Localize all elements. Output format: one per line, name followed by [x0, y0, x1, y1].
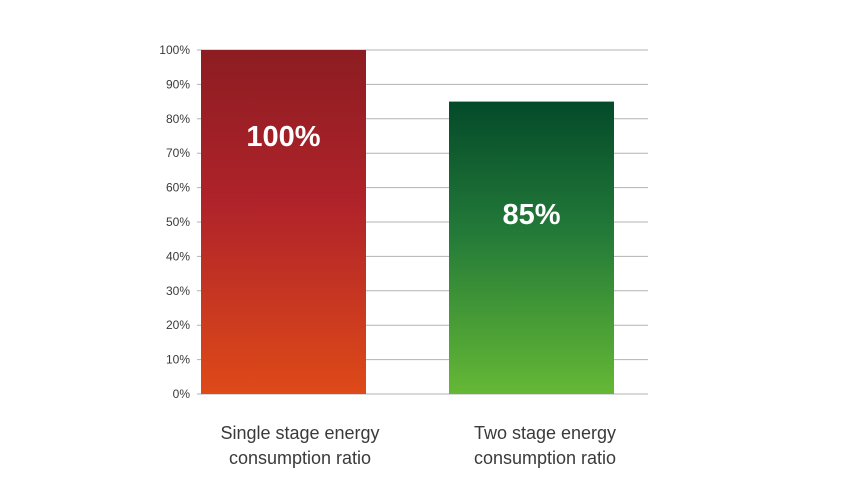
data-labels: 100% 85% — [246, 121, 560, 231]
category-label-2-line-1: Two stage energy — [474, 423, 616, 443]
category-labels: Single stage energy consumption ratio Two … — [220, 423, 616, 468]
y-tick-label: 20% — [166, 318, 190, 332]
y-tick-label: 60% — [166, 181, 190, 195]
y-tick-label: 80% — [166, 112, 190, 126]
y-axis-ticks: 0% 10% 20% 30% 40% 50% 60% 70% 80% 90% 100% — [159, 43, 190, 401]
category-label-1-line-2: consumption ratio — [229, 448, 371, 468]
bar-1 — [201, 50, 366, 394]
data-label-2: 85% — [502, 199, 560, 231]
y-tick-label: 70% — [166, 146, 190, 160]
y-tick-label: 90% — [166, 77, 190, 91]
y-tick-label: 50% — [166, 215, 190, 229]
bar-2 — [449, 101, 614, 394]
data-label-1: 100% — [246, 121, 320, 153]
y-tick-label: 100% — [159, 43, 190, 57]
bars — [201, 50, 614, 394]
category-label-1-line-1: Single stage energy — [220, 423, 379, 443]
category-label-2-line-2: consumption ratio — [474, 448, 616, 468]
y-tick-label: 30% — [166, 284, 190, 298]
y-tick-label: 0% — [173, 387, 191, 401]
y-tick-label: 10% — [166, 353, 190, 367]
y-tick-label: 40% — [166, 249, 190, 263]
